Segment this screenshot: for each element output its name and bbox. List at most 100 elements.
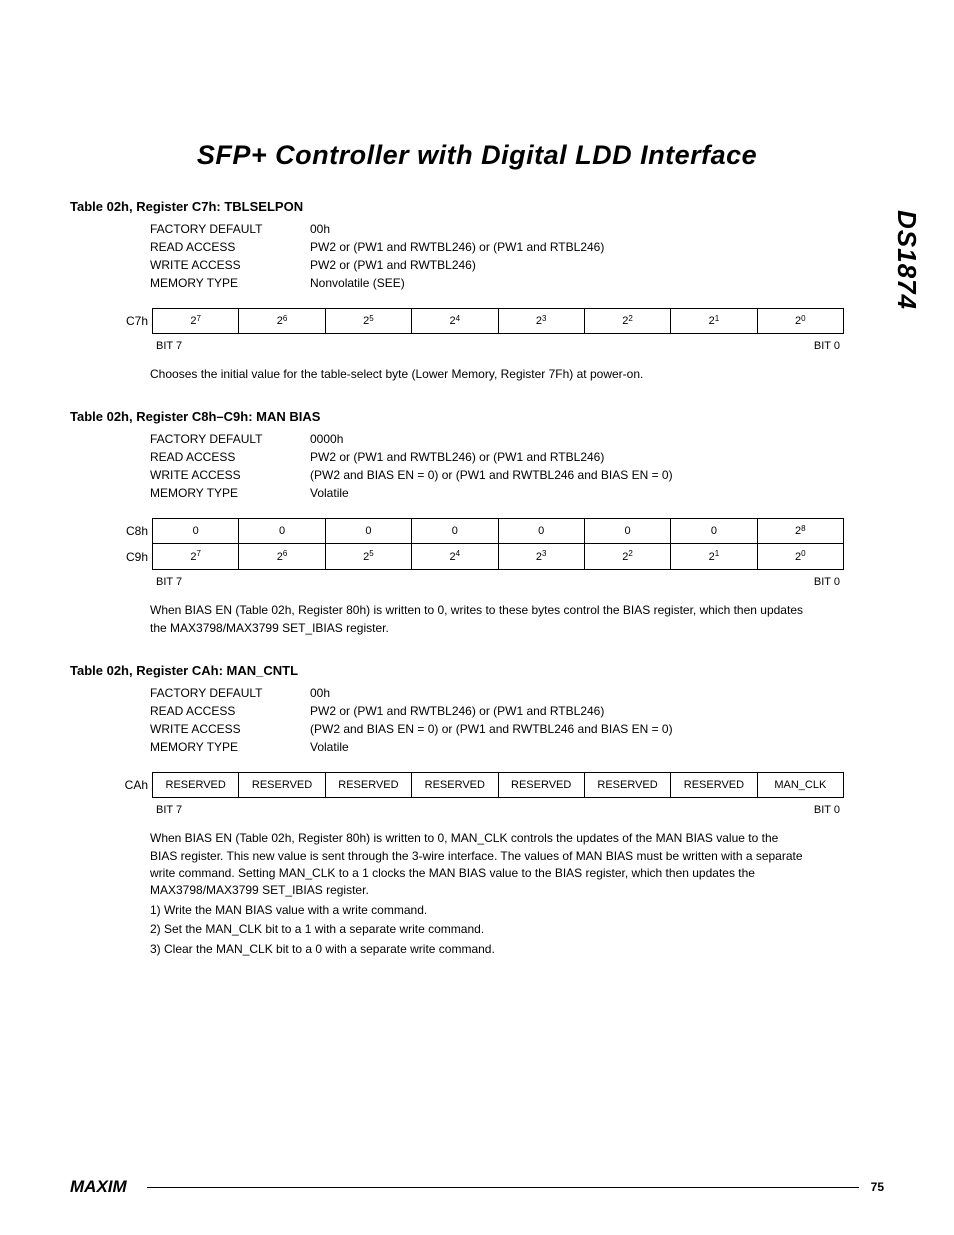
bit-cell: 22 (585, 544, 671, 570)
bit-cell: 27 (152, 308, 239, 334)
lsb-label: BIT 0 (814, 576, 840, 588)
description-line: When BIAS EN (Table 02h, Register 80h) i… (150, 830, 804, 900)
lsb-label: BIT 0 (814, 804, 840, 816)
bit-cell: 23 (499, 544, 585, 570)
description-line: 2) Set the MAN_CLK bit to a 1 with a sep… (150, 921, 804, 938)
register-address-label: C8h (110, 518, 152, 544)
bit-row: C8h000000028 (110, 518, 844, 544)
description-line: When BIAS EN (Table 02h, Register 80h) i… (150, 602, 804, 637)
description-line: 3) Clear the MAN_CLK bit to a 0 with a s… (150, 941, 804, 958)
section-description: When BIAS EN (Table 02h, Register 80h) i… (150, 830, 804, 958)
bit-end-labels: BIT 7 BIT 0 (152, 574, 844, 588)
section-heading: Table 02h, Register C7h: TBLSELPON (70, 199, 884, 214)
section-description: Chooses the initial value for the table-… (150, 366, 804, 383)
bit-cell: 22 (585, 308, 671, 334)
bit-cell: RESERVED (499, 772, 585, 798)
register-address-label: C9h (110, 544, 152, 570)
bit-cell: 0 (152, 518, 239, 544)
bit-cell: 0 (412, 518, 498, 544)
attribute-label: MEMORY TYPE (150, 740, 310, 754)
register-section: Table 02h, Register C8h–C9h: MAN BIAS FAC… (70, 409, 884, 637)
attribute-value: PW2 or (PW1 and RWTBL246) or (PW1 and RT… (310, 450, 884, 464)
attribute-value: Volatile (310, 740, 884, 754)
lsb-label: BIT 0 (814, 340, 840, 352)
bit-cell: 25 (326, 308, 412, 334)
attribute-label: FACTORY DEFAULT (150, 686, 310, 700)
attribute-row: READ ACCESSPW2 or (PW1 and RWTBL246) or … (150, 704, 884, 718)
register-section: Table 02h, Register CAh: MAN_CNTLFACTORY… (70, 663, 884, 958)
attribute-label: MEMORY TYPE (150, 486, 310, 500)
attribute-row: MEMORY TYPEVolatile (150, 486, 884, 500)
bit-cell: RESERVED (239, 772, 325, 798)
section-description: When BIAS EN (Table 02h, Register 80h) i… (150, 602, 804, 637)
attribute-row: MEMORY TYPENonvolatile (SEE) (150, 276, 884, 290)
sections-container: Table 02h, Register C7h: TBLSELPON FACTOR… (70, 199, 884, 958)
attribute-block: FACTORY DEFAULT00hREAD ACCESSPW2 or (PW1… (150, 686, 884, 754)
bit-cell: 0 (499, 518, 585, 544)
page-number: 75 (871, 1180, 884, 1194)
bit-cell: 24 (412, 308, 498, 334)
bit-cells: 2726252423222120 (152, 544, 844, 570)
bit-cell: 26 (239, 544, 325, 570)
bit-row: CAhRESERVEDRESERVEDRESERVEDRESERVEDRESER… (110, 772, 844, 798)
description-line: Chooses the initial value for the table-… (150, 366, 804, 383)
attribute-row: FACTORY DEFAULT0000h (150, 432, 884, 446)
footer-rule (147, 1187, 859, 1188)
bit-cells: RESERVEDRESERVEDRESERVEDRESERVEDRESERVED… (152, 772, 844, 798)
bit-cells: 000000028 (152, 518, 844, 544)
attribute-label: READ ACCESS (150, 704, 310, 718)
attribute-value: PW2 or (PW1 and RWTBL246) or (PW1 and RT… (310, 240, 884, 254)
bit-cell: 27 (152, 544, 239, 570)
section-heading: Table 02h, Register C8h–C9h: MAN BIAS (70, 409, 884, 424)
bit-cell: MAN_CLK (758, 772, 844, 798)
bit-cell: RESERVED (671, 772, 757, 798)
attribute-value: 0000h (310, 432, 884, 446)
bit-cell: 0 (326, 518, 412, 544)
maxim-logo: MAXIM (70, 1177, 127, 1197)
bit-cell: RESERVED (412, 772, 498, 798)
msb-label: BIT 7 (156, 804, 182, 816)
description-line: 1) Write the MAN BIAS value with a write… (150, 902, 804, 919)
attribute-value: (PW2 and BIAS EN = 0) or (PW1 and RWTBL2… (310, 722, 884, 736)
attribute-label: READ ACCESS (150, 450, 310, 464)
attribute-value: 00h (310, 686, 884, 700)
attribute-label: FACTORY DEFAULT (150, 432, 310, 446)
attribute-row: WRITE ACCESSPW2 or (PW1 and RWTBL246) (150, 258, 884, 272)
attribute-label: WRITE ACCESS (150, 722, 310, 736)
bit-cell: 20 (758, 308, 844, 334)
bit-cell: RESERVED (152, 772, 239, 798)
page-footer: MAXIM 75 (70, 1177, 884, 1197)
bit-cell: 0 (585, 518, 671, 544)
register-address-label: C7h (110, 308, 152, 334)
msb-label: BIT 7 (156, 576, 182, 588)
attribute-row: READ ACCESSPW2 or (PW1 and RWTBL246) or … (150, 450, 884, 464)
bit-end-labels: BIT 7 BIT 0 (152, 802, 844, 816)
attribute-value: Nonvolatile (SEE) (310, 276, 884, 290)
attribute-row: FACTORY DEFAULT00h (150, 222, 884, 236)
attribute-block: FACTORY DEFAULT0000hREAD ACCESSPW2 or (P… (150, 432, 884, 500)
attribute-label: READ ACCESS (150, 240, 310, 254)
bit-cell: 0 (671, 518, 757, 544)
attribute-block: FACTORY DEFAULT00hREAD ACCESSPW2 or (PW1… (150, 222, 884, 290)
attribute-label: MEMORY TYPE (150, 276, 310, 290)
attribute-label: WRITE ACCESS (150, 258, 310, 272)
register-address-label: CAh (110, 772, 152, 798)
bit-cell: 24 (412, 544, 498, 570)
bit-cell: 28 (758, 518, 844, 544)
bit-row: C9h2726252423222120 (110, 544, 844, 570)
attribute-value: 00h (310, 222, 884, 236)
attribute-row: FACTORY DEFAULT00h (150, 686, 884, 700)
attribute-label: FACTORY DEFAULT (150, 222, 310, 236)
bit-cell: RESERVED (326, 772, 412, 798)
attribute-value: Volatile (310, 486, 884, 500)
bit-table: C7h2726252423222120 (110, 308, 844, 334)
register-section: Table 02h, Register C7h: TBLSELPON FACTOR… (70, 199, 884, 383)
bit-table: CAhRESERVEDRESERVEDRESERVEDRESERVEDRESER… (110, 772, 844, 798)
part-number-sidebar: DS1874 (891, 210, 922, 310)
attribute-value: PW2 or (PW1 and RWTBL246) or (PW1 and RT… (310, 704, 884, 718)
bit-cells: 2726252423222120 (152, 308, 844, 334)
bit-cell: 20 (758, 544, 844, 570)
attribute-row: READ ACCESSPW2 or (PW1 and RWTBL246) or … (150, 240, 884, 254)
bit-end-labels: BIT 7 BIT 0 (152, 338, 844, 352)
msb-label: BIT 7 (156, 340, 182, 352)
